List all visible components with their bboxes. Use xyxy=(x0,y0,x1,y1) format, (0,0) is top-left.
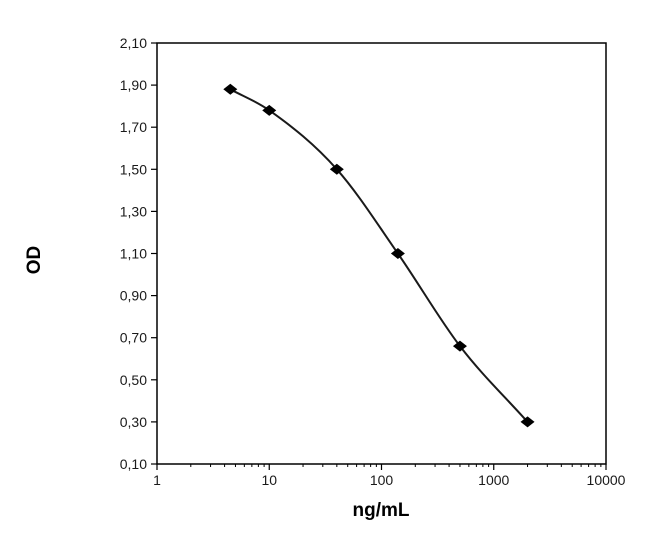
y-tick-label: 1,70 xyxy=(120,119,147,135)
data-markers xyxy=(223,83,535,428)
x-tick-label: 1 xyxy=(153,472,161,488)
data-point xyxy=(452,340,467,352)
data-point xyxy=(520,416,535,428)
fitted-curve xyxy=(229,88,529,423)
x-axis-label: ng/mL xyxy=(353,500,410,521)
y-tick-label: 0,10 xyxy=(120,456,147,472)
data-point xyxy=(223,83,238,95)
y-tick-label: 1,50 xyxy=(120,161,147,177)
data-point xyxy=(329,163,344,175)
x-tick-label: 10000 xyxy=(587,472,626,488)
y-axis-ticks: 0,10 0,30 0,50 0,70 0,90 1,10 1,30 1,50 1,70 1,90… xyxy=(120,35,157,472)
x-tick-label: 10 xyxy=(261,472,277,488)
data-point xyxy=(390,248,405,259)
y-tick-label: 0,50 xyxy=(120,372,147,388)
y-tick-label: 1,10 xyxy=(120,246,147,262)
y-tick-label: 0,70 xyxy=(120,330,147,346)
x-tick-label: 100 xyxy=(370,472,394,488)
y-tick-label: 1,90 xyxy=(120,77,147,93)
plot-frame xyxy=(156,42,607,465)
data-point xyxy=(262,104,277,116)
y-tick-label: 1,30 xyxy=(120,203,147,219)
y-axis-label: OD xyxy=(24,246,45,275)
x-axis-ticks: 1 10 100 1000 10000 xyxy=(153,464,626,488)
y-tick-label: 0,30 xyxy=(120,414,147,430)
x-tick-label: 1000 xyxy=(478,472,509,488)
y-tick-label: 0,90 xyxy=(120,288,147,304)
y-tick-label: 2,10 xyxy=(120,35,147,51)
